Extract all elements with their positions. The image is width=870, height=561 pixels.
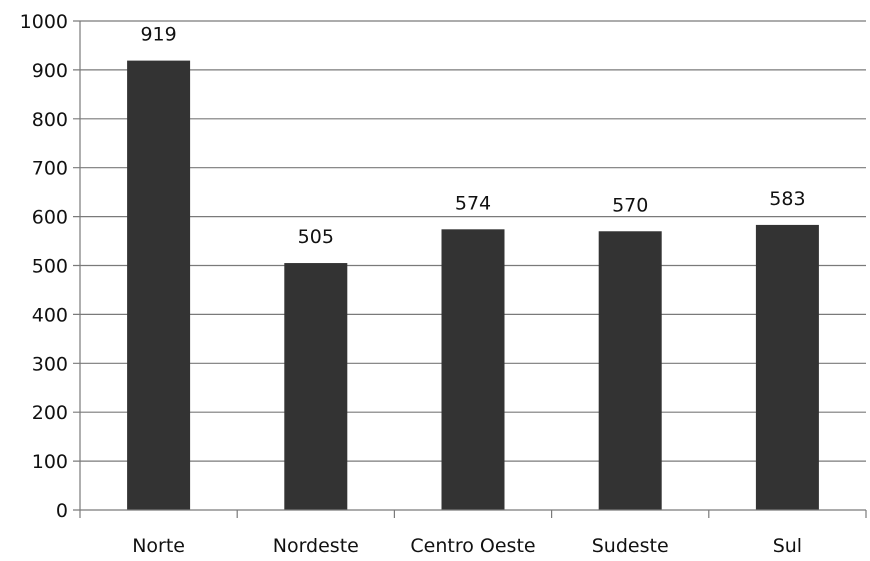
bar-sul: [755, 224, 819, 510]
bars: [127, 60, 819, 510]
y-tick-label: 600: [32, 207, 68, 229]
axes: [73, 21, 867, 518]
y-tick-label: 800: [32, 109, 68, 131]
y-tick-label: 700: [32, 158, 68, 180]
bar-sudeste: [598, 231, 662, 510]
y-tick-label: 300: [32, 353, 68, 375]
y-tick-label: 100: [32, 451, 68, 473]
bar-centro-oeste: [441, 229, 505, 510]
data-label: 583: [769, 188, 805, 210]
y-tick-label: 200: [32, 402, 68, 424]
y-tick-label: 900: [32, 60, 68, 82]
data-label: 570: [612, 194, 648, 216]
x-category-label: Sudeste: [592, 535, 669, 557]
y-tick-label: 0: [56, 500, 68, 522]
x-category-label: Sul: [773, 535, 802, 557]
data-label: 505: [298, 226, 334, 248]
x-category-label: Centro Oeste: [410, 535, 535, 557]
y-tick-label: 1000: [20, 11, 68, 33]
labels: 0 100 200 300 400 500 600 700 800 900 1000 919 Norte…: [20, 11, 806, 557]
y-tick-label: 400: [32, 304, 68, 326]
y-tick-label: 500: [32, 256, 68, 278]
data-label: 574: [455, 192, 491, 214]
bar-norte: [127, 60, 191, 510]
x-category-label: Nordeste: [273, 535, 359, 557]
x-category-label: Norte: [132, 535, 185, 557]
bar-nordeste: [284, 263, 348, 510]
data-label: 919: [140, 24, 176, 46]
